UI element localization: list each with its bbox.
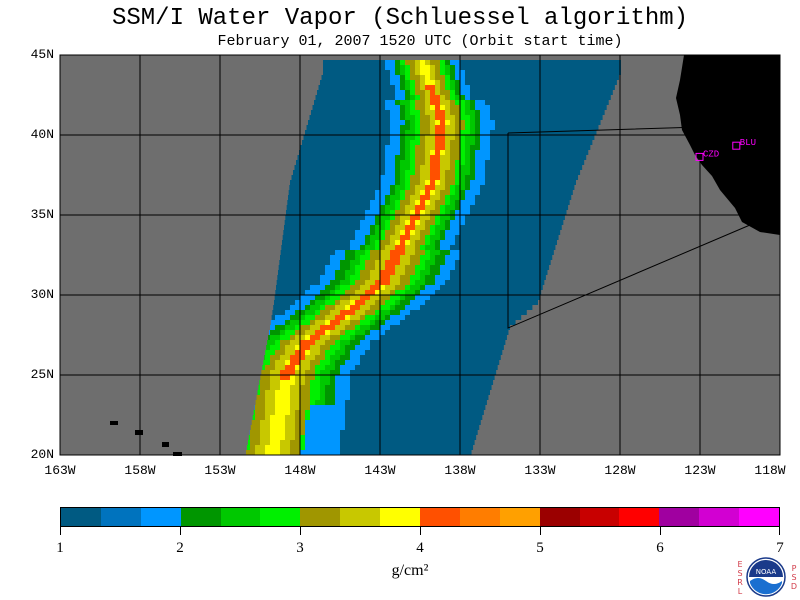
colorbar-cell xyxy=(619,508,660,526)
chart-title: SSM/I Water Vapor (Schluessel algorithm) xyxy=(111,5,689,32)
colorbar-tick xyxy=(60,527,61,535)
colorbar-tick xyxy=(300,527,301,535)
lat-label: 35N xyxy=(30,207,54,222)
california-coast xyxy=(676,55,780,235)
colorbar-cell xyxy=(739,508,780,526)
station-label: CZD xyxy=(703,149,719,159)
lat-label: 20N xyxy=(30,447,54,462)
credit-letter: P xyxy=(791,564,797,573)
chart-subtitle: February 01, 2007 1520 UTC (Orbit start … xyxy=(217,33,623,50)
station-marker-icon xyxy=(732,141,741,150)
colorbar xyxy=(60,507,780,527)
colorbar-cell xyxy=(260,508,301,526)
colorbar-cell xyxy=(659,508,700,526)
colorbar-tick xyxy=(540,527,541,535)
credit-letter: S xyxy=(737,569,743,578)
colorbar-tick-label: 2 xyxy=(176,540,184,556)
lon-label: 158W xyxy=(124,463,156,478)
colorbar-tick xyxy=(420,527,421,535)
lat-label: 45N xyxy=(30,47,54,62)
station-markers: CZD BLU xyxy=(695,138,756,161)
colorbar-units: g/cm² xyxy=(391,562,429,579)
colorbar-tick xyxy=(779,527,780,535)
colorbar-cell xyxy=(699,508,740,526)
credit-letter: L xyxy=(737,587,743,596)
lon-label: 128W xyxy=(604,463,636,478)
colorbar-tick-label: 3 xyxy=(296,540,304,556)
lat-label: 25N xyxy=(30,367,54,382)
noaa-logo-icon: NOAA xyxy=(746,557,786,597)
credit-letter: S xyxy=(791,573,797,582)
map-frame xyxy=(59,54,781,456)
credit-letter: R xyxy=(737,578,743,587)
colorbar-cell xyxy=(420,508,460,526)
colorbar-cell xyxy=(459,508,500,526)
satellite-swath xyxy=(245,60,621,455)
station-marker-icon xyxy=(695,152,704,161)
colorbar-cell xyxy=(340,508,381,526)
colorbar-tick-label: 7 xyxy=(776,540,784,556)
colorbar-cell xyxy=(100,508,141,526)
colorbar-cell xyxy=(380,508,421,526)
colorbar-tick xyxy=(180,527,181,535)
station-label: BLU xyxy=(740,138,756,148)
lon-label: 123W xyxy=(684,463,716,478)
lat-label: 30N xyxy=(30,287,54,302)
colorbar-tick-label: 1 xyxy=(56,540,64,556)
hawaii-island xyxy=(135,430,143,435)
lon-label: 133W xyxy=(524,463,556,478)
colorbar-tick-label: 4 xyxy=(416,540,424,556)
credit-letter: D xyxy=(790,582,798,591)
credit-letter: E xyxy=(737,560,743,569)
colorbar-cell xyxy=(579,508,620,526)
colorbar-cell xyxy=(140,508,181,526)
colorbar-tick-label: 6 xyxy=(656,540,664,556)
hawaii-island xyxy=(110,421,118,425)
hawaii-island xyxy=(173,452,182,456)
lon-label: 148W xyxy=(284,463,316,478)
lon-label: 118W xyxy=(754,463,786,478)
lon-label: 153W xyxy=(204,463,236,478)
colorbar-cell xyxy=(499,508,540,526)
lon-label: 143W xyxy=(364,463,396,478)
colorbar-tick xyxy=(660,527,661,535)
colorbar-cell xyxy=(61,508,101,526)
colorbar-tick-label: 5 xyxy=(536,540,544,556)
colorbar-cell xyxy=(539,508,580,526)
colorbar-cell xyxy=(180,508,221,526)
noaa-logo-text: NOAA xyxy=(756,568,777,576)
hawaii-island xyxy=(162,442,169,447)
colorbar-cell xyxy=(300,508,341,526)
lat-label: 40N xyxy=(30,127,54,142)
colorbar-cell xyxy=(220,508,261,526)
lon-label: 138W xyxy=(444,463,476,478)
lon-label: 163W xyxy=(44,463,76,478)
